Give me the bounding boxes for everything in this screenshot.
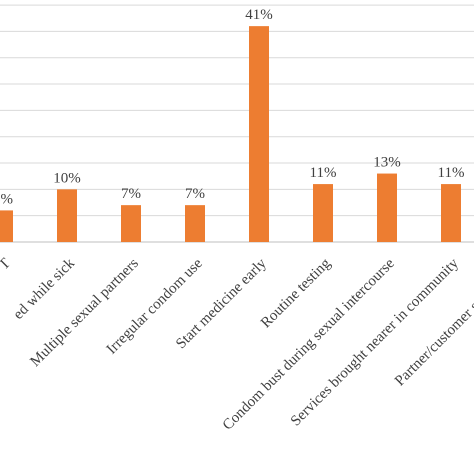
data-label: 6% (0, 191, 13, 207)
data-labels: 6%10%7%7%41%11%13%11%11% (0, 7, 465, 207)
data-label: 13% (373, 155, 401, 171)
data-label: 41% (245, 7, 273, 23)
category-tick-label: ed while sick (11, 255, 79, 323)
bars (0, 26, 461, 243)
bar (441, 184, 461, 242)
bar (57, 189, 77, 242)
bar (313, 184, 333, 242)
data-label: 7% (185, 186, 205, 202)
category-tick-label: T (0, 256, 14, 274)
data-label: 7% (121, 186, 141, 202)
bar (185, 205, 205, 242)
data-label: 11% (438, 165, 465, 181)
bar (249, 26, 269, 243)
bar (121, 205, 141, 242)
bar (377, 173, 397, 242)
bar (0, 210, 13, 242)
category-tick-label: Multiple sexual partners (27, 255, 142, 370)
data-label: 11% (310, 165, 337, 181)
data-label: 10% (53, 170, 81, 186)
